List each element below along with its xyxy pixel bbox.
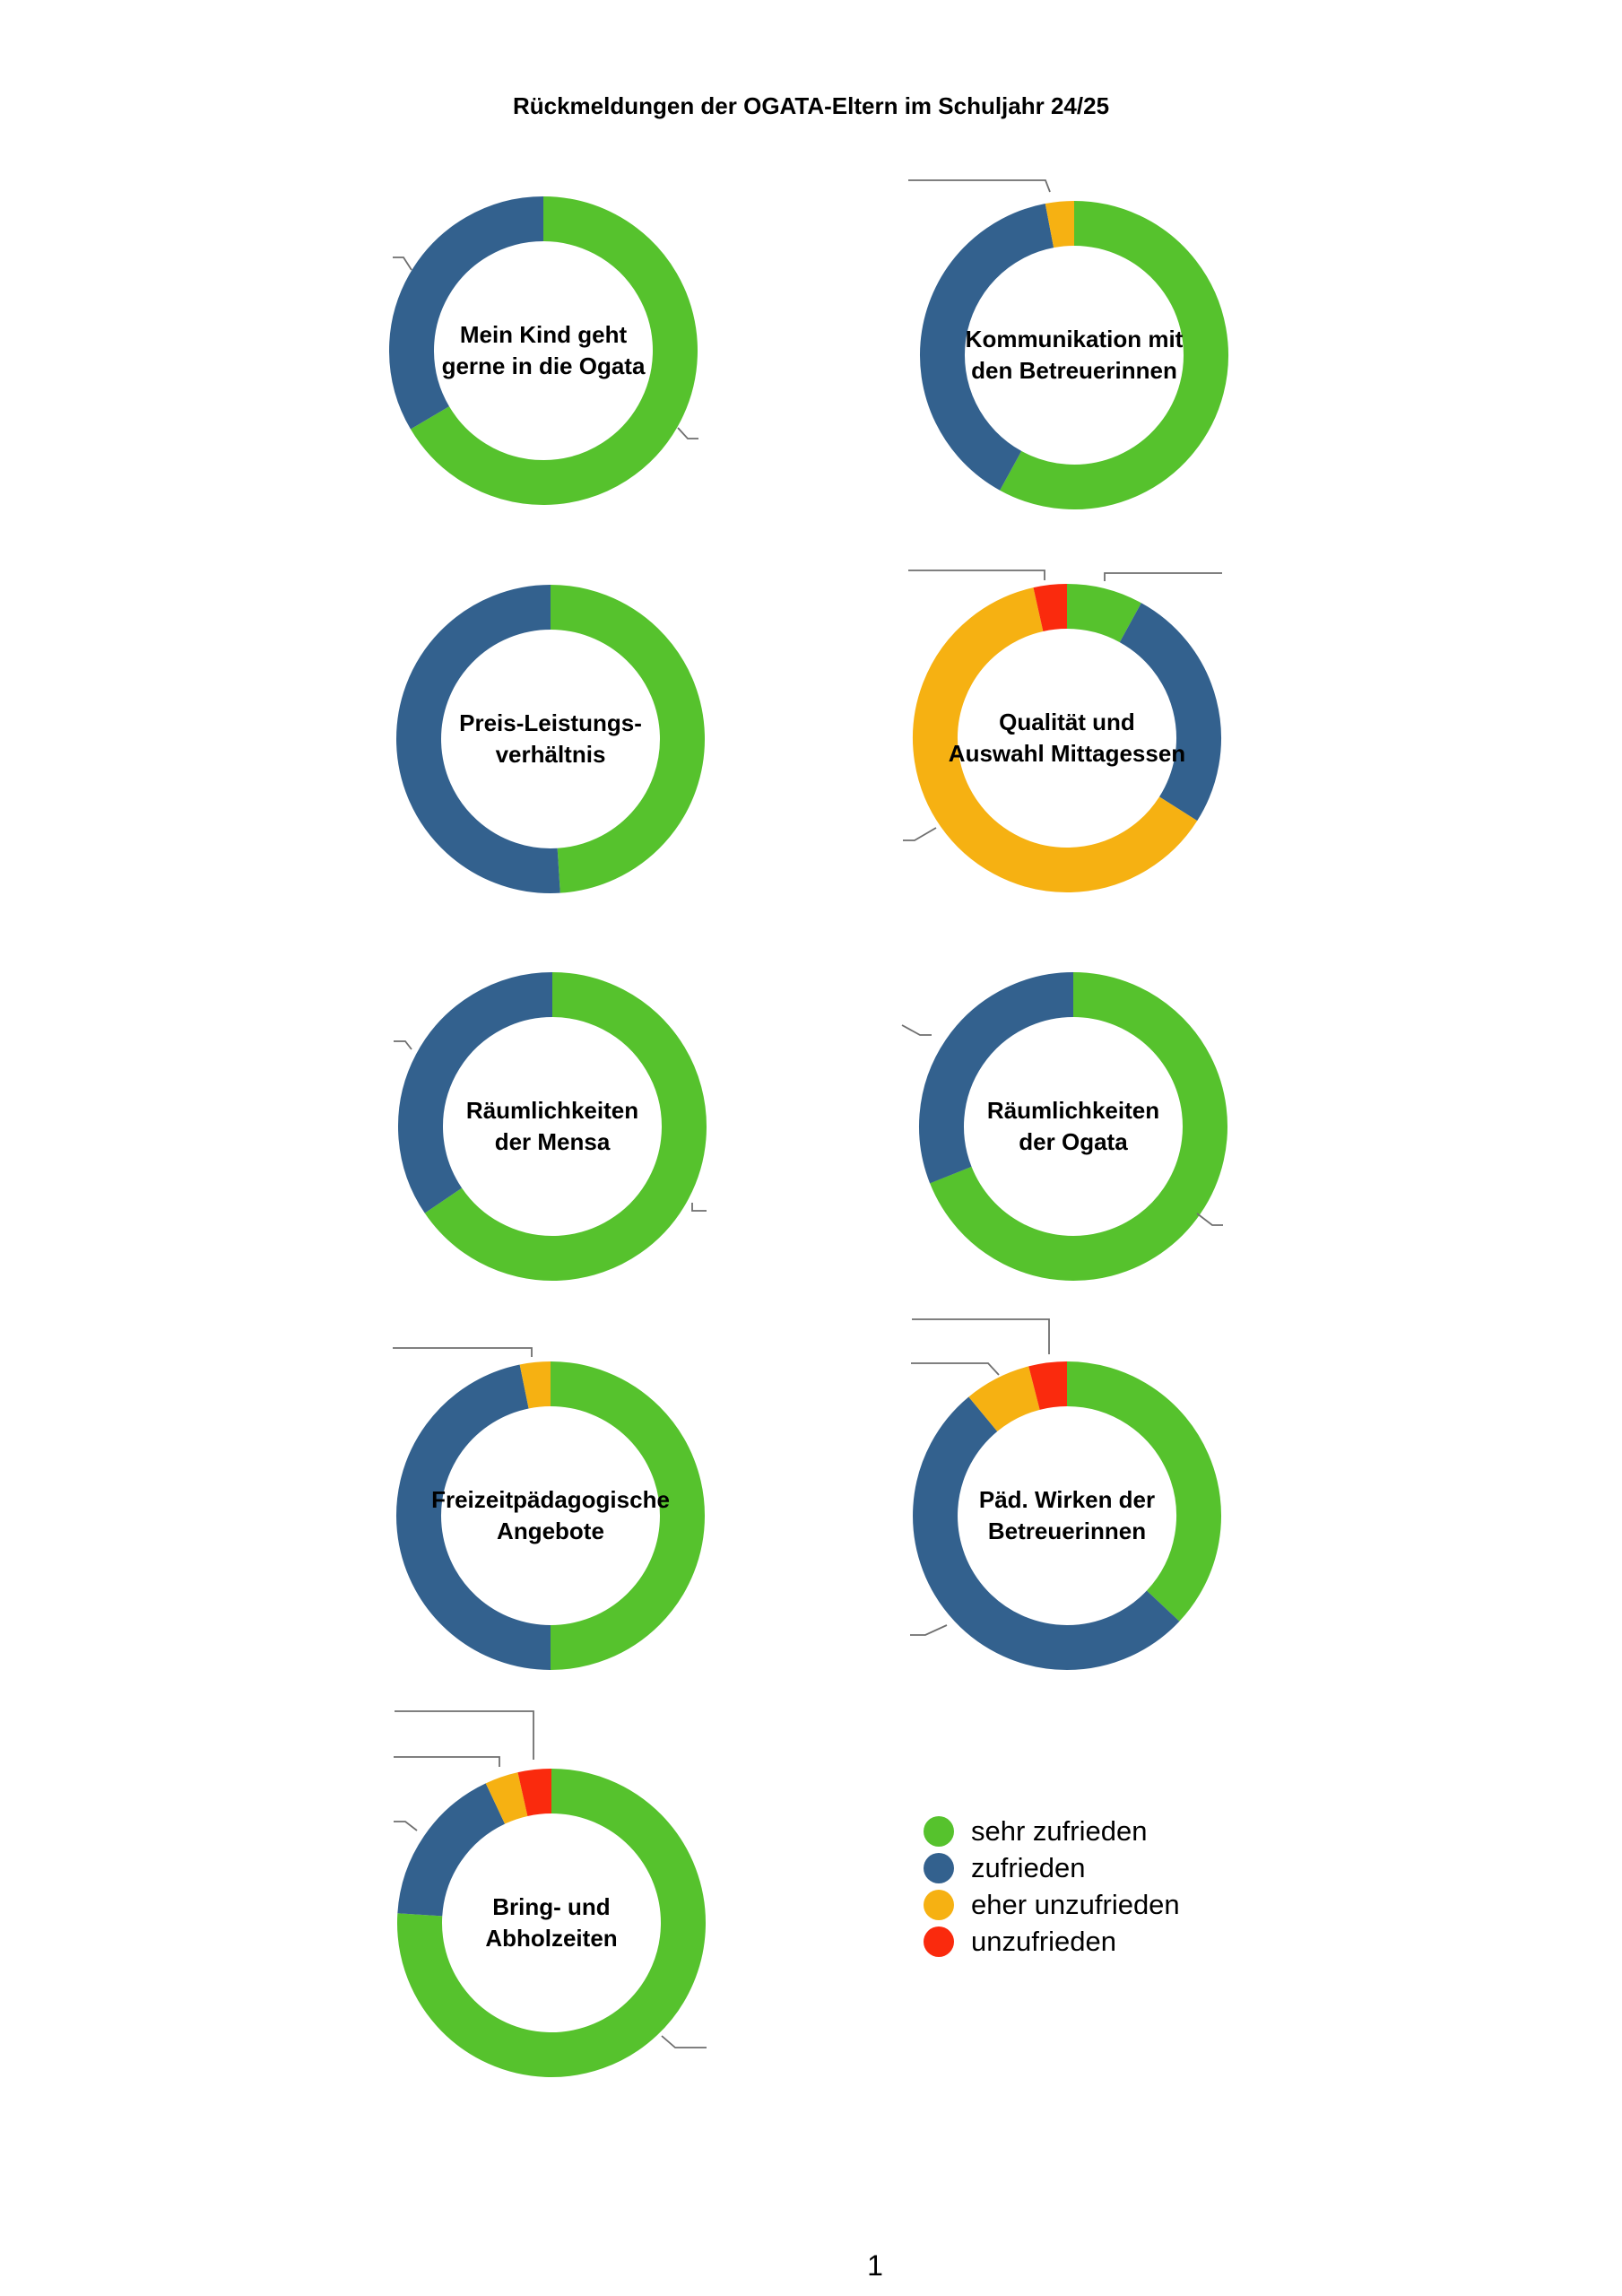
legend-item-zufrieden: zufrieden bbox=[924, 1849, 1180, 1886]
legend-dot-eher-unzufrieden bbox=[924, 1889, 954, 1920]
donut-slice-unzufrieden bbox=[1028, 1361, 1068, 1411]
donut-slice-eher-unzufrieden bbox=[1045, 200, 1075, 248]
donut-slice-zufrieden bbox=[1119, 603, 1221, 822]
leader-line-chart-4 bbox=[908, 570, 1045, 580]
chart-title-4: Qualität und Auswahl Mittagessen bbox=[949, 707, 1185, 770]
donut-slice-eher-unzufrieden bbox=[968, 1366, 1041, 1432]
donut-slice-sehr-zufrieden bbox=[1066, 584, 1141, 643]
donut-slice-sehr-zufrieden bbox=[410, 196, 698, 505]
chart-title-line: den Betreuerinnen bbox=[971, 357, 1177, 384]
donut-slice-zufrieden bbox=[398, 972, 553, 1213]
donut-ring-8 bbox=[913, 1361, 1221, 1670]
legend-label: sehr zufrieden bbox=[971, 1815, 1148, 1847]
donut-slice-sehr-zufrieden bbox=[930, 972, 1227, 1281]
donut-slice-zufrieden bbox=[913, 1396, 1180, 1670]
donut-ring-2 bbox=[920, 200, 1228, 509]
donut-slice-zufrieden bbox=[920, 204, 1054, 491]
leader-line-chart-8 bbox=[912, 1318, 1050, 1354]
chart-title-line: verhältnis bbox=[495, 741, 606, 768]
legend-item-eher-unzufrieden: eher unzufrieden bbox=[924, 1886, 1180, 1923]
donut-ring-9 bbox=[397, 1769, 706, 2077]
legend-dot-zufrieden bbox=[924, 1852, 954, 1883]
legend-item-unzufrieden: unzufrieden bbox=[924, 1923, 1180, 1960]
chart-legend: sehr zufrieden zufrieden eher unzufriede… bbox=[924, 1813, 1180, 1960]
leader-line-chart-9 bbox=[395, 1710, 534, 1760]
chart-title-line: Preis-Leistungs- bbox=[459, 709, 642, 736]
donut-chart-8: Päd. Wirken der Betreuerinnen bbox=[913, 1361, 1221, 1670]
donut-slice-eher-unzufrieden bbox=[913, 587, 1198, 892]
donut-slice-sehr-zufrieden bbox=[550, 1361, 705, 1670]
chart-title-line: Räumlichkeiten bbox=[465, 1097, 639, 1124]
donut-slice-unzufrieden bbox=[517, 1769, 552, 1817]
donut-ring-3 bbox=[396, 585, 705, 893]
leader-line-chart-7 bbox=[393, 1347, 533, 1357]
chart-title-line: der Mensa bbox=[494, 1128, 611, 1155]
legend-dot-sehr-zufrieden bbox=[924, 1815, 954, 1847]
legend-dot-unzufrieden bbox=[924, 1926, 954, 1957]
chart-title-line: Abholzeiten bbox=[485, 1925, 618, 1952]
page-number: 1 bbox=[867, 2249, 883, 2282]
donut-slice-zufrieden bbox=[396, 1364, 551, 1670]
donut-ring-6 bbox=[919, 972, 1227, 1281]
chart-title-2: Kommunikation mit den Betreuerinnen bbox=[966, 324, 1184, 387]
chart-title-line: Angebote bbox=[497, 1518, 604, 1544]
donut-chart-9: Bring- und Abholzeiten bbox=[397, 1769, 706, 2077]
donut-chart-6: Räumlichkeiten der Ogata bbox=[919, 972, 1227, 1281]
chart-title-line: Päd. Wirken der bbox=[978, 1486, 1156, 1513]
chart-title-1: Mein Kind geht gerne in die Ogata bbox=[442, 319, 646, 382]
donut-slice-zufrieden bbox=[919, 972, 1074, 1184]
donut-chart-1: Mein Kind geht gerne in die Ogata bbox=[389, 196, 698, 505]
legend-label: unzufrieden bbox=[971, 1926, 1117, 1957]
chart-title-line: Qualität und bbox=[999, 709, 1135, 735]
chart-title-line: Kommunikation mit bbox=[965, 326, 1184, 352]
donut-slice-sehr-zufrieden bbox=[397, 1769, 706, 2077]
donut-slice-sehr-zufrieden bbox=[1000, 201, 1228, 509]
donut-chart-2: Kommunikation mit den Betreuerinnen bbox=[920, 200, 1228, 509]
donut-slice-eher-unzufrieden bbox=[519, 1361, 551, 1409]
chart-title-line: gerne in die Ogata bbox=[441, 352, 646, 379]
chart-title-9: Bring- und Abholzeiten bbox=[485, 1892, 617, 1954]
chart-title-7: Freizeitpädagogische Angebote bbox=[431, 1484, 670, 1547]
chart-title-line: Mein Kind geht bbox=[459, 321, 628, 348]
chart-title-line: Auswahl Mittagessen bbox=[948, 740, 1186, 767]
chart-title-line: Betreuerinnen bbox=[987, 1518, 1147, 1544]
leader-line-chart-4 bbox=[1104, 572, 1222, 581]
page-title: Rückmeldungen der OGATA-Eltern im Schulj… bbox=[512, 92, 1110, 119]
donut-ring-1 bbox=[389, 196, 698, 505]
donut-ring-7 bbox=[396, 1361, 705, 1670]
chart-title-3: Preis-Leistungs- verhältnis bbox=[459, 708, 642, 770]
donut-slice-zufrieden bbox=[389, 196, 544, 430]
donut-ring-4 bbox=[913, 584, 1221, 892]
donut-ring-5 bbox=[398, 972, 707, 1281]
chart-title-line: Bring- und bbox=[492, 1893, 611, 1920]
legend-label: eher unzufrieden bbox=[971, 1889, 1180, 1920]
donut-slice-sehr-zufrieden bbox=[1066, 1361, 1221, 1622]
donut-slice-eher-unzufrieden bbox=[485, 1772, 529, 1824]
donut-slice-unzufrieden bbox=[1033, 584, 1068, 632]
chart-title-5: Räumlichkeiten der Mensa bbox=[466, 1095, 638, 1158]
legend-label: zufrieden bbox=[971, 1852, 1086, 1883]
donut-chart-5: Räumlichkeiten der Mensa bbox=[398, 972, 707, 1281]
donut-chart-7: Freizeitpädagogische Angebote bbox=[396, 1361, 705, 1670]
chart-title-6: Räumlichkeiten der Ogata bbox=[987, 1095, 1159, 1158]
donut-slice-zufrieden bbox=[396, 585, 560, 893]
chart-title-8: Päd. Wirken der Betreuerinnen bbox=[979, 1484, 1155, 1547]
donut-chart-4: Qualität und Auswahl Mittagessen bbox=[913, 584, 1221, 892]
chart-title-line: Freizeitpädagogische bbox=[431, 1486, 670, 1513]
legend-item-sehr-zufrieden: sehr zufrieden bbox=[924, 1813, 1180, 1849]
donut-slice-zufrieden bbox=[397, 1783, 506, 1918]
leader-line-chart-9 bbox=[394, 1756, 500, 1767]
donut-slice-sehr-zufrieden bbox=[550, 585, 705, 893]
donut-chart-3: Preis-Leistungs- verhältnis bbox=[396, 585, 705, 893]
leader-line-chart-2 bbox=[908, 179, 1051, 193]
donut-slice-sehr-zufrieden bbox=[424, 972, 707, 1281]
chart-title-line: Räumlichkeiten bbox=[986, 1097, 1160, 1124]
chart-title-line: der Ogata bbox=[1019, 1128, 1128, 1155]
